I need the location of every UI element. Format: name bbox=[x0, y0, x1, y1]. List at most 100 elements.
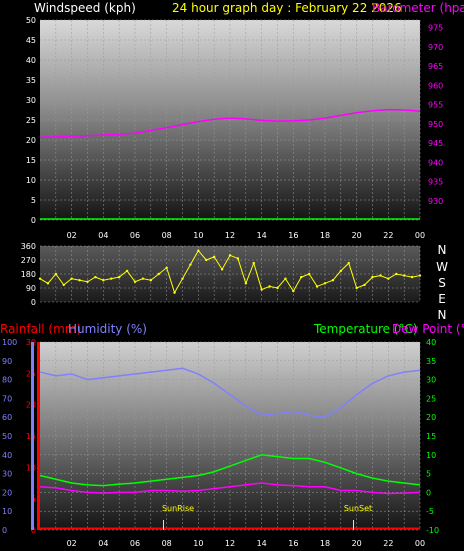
temperature-tick-label: 15 bbox=[426, 432, 436, 441]
humidity-tick-label: 100 bbox=[2, 338, 17, 347]
panel1-y2-tick-label: 950 bbox=[428, 120, 443, 129]
wind-direction-point bbox=[300, 275, 303, 279]
wind-direction-point bbox=[165, 266, 168, 269]
wind-direction-point bbox=[307, 272, 311, 276]
wind-direction-point bbox=[323, 282, 327, 285]
wind-direction-point bbox=[252, 261, 255, 265]
panel3-x-tick-label: 14 bbox=[257, 539, 267, 547]
humidity-tick-label: 90 bbox=[2, 357, 12, 366]
wind-direction-point bbox=[331, 279, 335, 282]
wind-direction-point bbox=[410, 275, 414, 279]
panel1-y-tick-label: 0 bbox=[31, 216, 36, 225]
temperature-axis-title: Temperature (°C) bbox=[313, 322, 418, 336]
temperature-tick-label: 30 bbox=[426, 376, 436, 385]
panel1-y2-tick-label: 975 bbox=[428, 24, 443, 33]
panel1-x-tick-label: 02 bbox=[67, 231, 77, 240]
temperature-tick-label: -10 bbox=[426, 526, 439, 535]
wind-direction-point bbox=[110, 277, 113, 280]
rainfall-tick-label: 0 bbox=[31, 526, 36, 535]
dewpoint-axis-title: Dew Point (°C) bbox=[392, 322, 464, 336]
wind-direction-point bbox=[379, 274, 382, 277]
panel1-y-tick-label: 35 bbox=[26, 76, 36, 85]
wind-direction-point bbox=[268, 285, 271, 288]
wind-direction-point bbox=[212, 255, 216, 259]
panel1-x-tick-label: 08 bbox=[162, 231, 172, 240]
humidity-tick-label: 20 bbox=[2, 488, 12, 497]
wind-direction-point bbox=[387, 277, 390, 280]
wind-direction-point bbox=[339, 269, 343, 273]
compass-e: E bbox=[438, 292, 446, 306]
wind-direction-point bbox=[418, 274, 422, 277]
humidity-tick-label: 10 bbox=[2, 507, 12, 516]
wind-direction-point bbox=[141, 277, 145, 280]
barometer-line bbox=[39, 108, 421, 139]
panel1-x-tick-label: 10 bbox=[193, 231, 203, 240]
panel1-y-tick-label: 45 bbox=[26, 36, 36, 45]
panel2-y-tick-label: 0 bbox=[31, 298, 36, 307]
panel1-x-tick-label: 12 bbox=[225, 231, 235, 240]
rainfall-tick-label: 25 bbox=[26, 369, 36, 378]
panel2-y-tick-label: 180 bbox=[21, 270, 36, 279]
wind-direction-point bbox=[197, 249, 200, 252]
wind-direction-point bbox=[402, 274, 406, 277]
panel3-x-tick-label: 08 bbox=[162, 539, 172, 547]
wind-direction-point bbox=[315, 285, 319, 288]
temperature-tick-label: 0 bbox=[426, 488, 431, 497]
panel3-x-tick-label: 18 bbox=[320, 539, 330, 547]
wind-direction-point bbox=[181, 277, 184, 280]
temperature-line bbox=[39, 454, 421, 487]
panel3-x-tick-label: 20 bbox=[352, 539, 362, 547]
humidity-tick-label: 30 bbox=[2, 470, 12, 479]
wind-direction-point bbox=[46, 282, 50, 285]
panel1-y-tick-label: 50 bbox=[26, 16, 36, 25]
temperature-tick-label: 25 bbox=[426, 394, 436, 403]
temperature-tick-label: 10 bbox=[426, 451, 436, 460]
panel1-x-tick-label: 18 bbox=[320, 231, 330, 240]
panel1-y2-tick-label: 960 bbox=[428, 81, 443, 90]
compass-n-bottom: N bbox=[438, 308, 447, 322]
wind-direction-point bbox=[117, 275, 121, 279]
chart-title: 24 hour graph day : February 22 2026 bbox=[172, 1, 402, 15]
panel2-y-tick-label: 360 bbox=[21, 242, 36, 251]
panel3-x-tick-label: 16 bbox=[288, 539, 298, 547]
rainfall-axis-bar bbox=[37, 342, 40, 530]
wind-direction-point bbox=[276, 286, 279, 290]
panel1-y-tick-label: 30 bbox=[26, 96, 36, 105]
humidity-tick-label: 70 bbox=[2, 394, 12, 403]
rainfall-tick-label: 10 bbox=[26, 463, 36, 472]
wind-direction-point bbox=[102, 279, 105, 282]
panel1-x-tick-label: 06 bbox=[130, 231, 140, 240]
humidity-tick-label: 0 bbox=[2, 526, 7, 535]
barometer-axis-title: Barometer (hpa) bbox=[372, 1, 464, 15]
panel1-y-tick-label: 15 bbox=[26, 156, 36, 165]
rainfall-axis-title: Rainfall (mm) bbox=[0, 322, 81, 336]
wind-direction-point bbox=[292, 289, 295, 293]
dewpoint-line bbox=[39, 482, 421, 495]
panel1-y-tick-label: 5 bbox=[31, 196, 36, 205]
panel1-y-tick-label: 25 bbox=[26, 116, 36, 125]
panel1-x-tick-label: 16 bbox=[288, 231, 298, 240]
wind-direction-point bbox=[244, 282, 248, 285]
wind-direction-point bbox=[260, 288, 263, 291]
wind-direction-point bbox=[133, 280, 137, 283]
panel1-y2-tick-label: 935 bbox=[428, 178, 443, 187]
wind-direction-point bbox=[70, 277, 73, 280]
panel3-x-tick-label: 00 bbox=[415, 539, 425, 547]
temperature-tick-label: 5 bbox=[426, 470, 431, 479]
humidity-tick-label: 50 bbox=[2, 432, 12, 441]
temperature-tick-label: -5 bbox=[426, 507, 434, 516]
panel1-y2-tick-label: 940 bbox=[428, 158, 443, 167]
wind-direction-point bbox=[395, 272, 398, 276]
panel2-y-tick-label: 90 bbox=[26, 284, 36, 293]
wind-direction-point bbox=[347, 261, 350, 265]
wind-direction-point bbox=[149, 279, 153, 282]
wind-direction-point bbox=[38, 277, 42, 280]
wind-direction-point bbox=[157, 272, 160, 276]
rainfall-tick-label: 20 bbox=[26, 401, 36, 410]
humidity-tick-label: 40 bbox=[2, 451, 12, 460]
sunrise-label: SunRise bbox=[162, 504, 194, 513]
wind-direction-point bbox=[363, 283, 366, 287]
wind-direction-point bbox=[284, 277, 287, 280]
panel1-y2-tick-label: 945 bbox=[428, 139, 443, 148]
wind-direction-point bbox=[173, 291, 176, 294]
